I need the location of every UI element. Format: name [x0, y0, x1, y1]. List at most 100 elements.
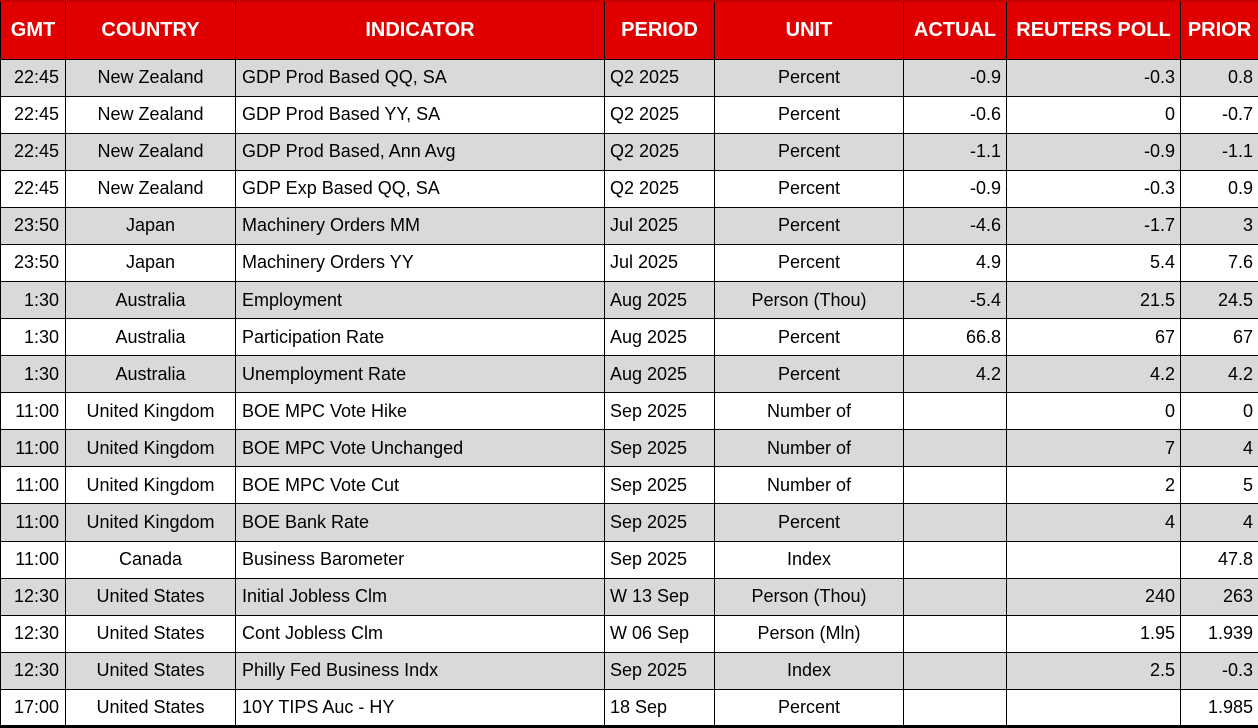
- cell-gmt: 12:30: [0, 577, 66, 616]
- cell-unit: Percent: [714, 503, 904, 542]
- cell-country: Australia: [65, 280, 236, 320]
- cell-poll: 0: [1006, 95, 1181, 134]
- cell-prior: 67: [1180, 318, 1258, 357]
- cell-unit: Number of: [714, 429, 904, 468]
- column-header-indicator: INDICATOR: [235, 0, 605, 60]
- cell-indicator: Cont Jobless Clm: [235, 614, 605, 653]
- cell-country: United States: [65, 651, 236, 690]
- cell-prior: 1.985: [1180, 688, 1258, 728]
- cell-period: Sep 2025: [604, 540, 715, 579]
- cell-gmt: 1:30: [0, 280, 66, 320]
- cell-prior: 47.8: [1180, 540, 1258, 579]
- cell-period: Jul 2025: [604, 243, 715, 282]
- cell-indicator: Unemployment Rate: [235, 355, 605, 394]
- cell-unit: Percent: [714, 688, 904, 728]
- cell-gmt: 23:50: [0, 243, 66, 282]
- table-row: 22:45 New Zealand GDP Prod Based YY, SA Q2 …: [0, 95, 1258, 134]
- cell-unit: Percent: [714, 206, 904, 245]
- cell-unit: Percent: [714, 95, 904, 134]
- cell-gmt: 12:30: [0, 651, 66, 690]
- cell-country: United Kingdom: [65, 503, 236, 542]
- cell-country: Japan: [65, 243, 236, 282]
- cell-indicator: GDP Exp Based QQ, SA: [235, 169, 605, 208]
- cell-period: W 13 Sep: [604, 577, 715, 616]
- cell-poll: [1006, 540, 1181, 579]
- cell-gmt: 22:45: [0, 95, 66, 134]
- cell-poll: 4.2: [1006, 355, 1181, 394]
- table-row: 1:30 Australia Participation Rate Aug 2025 P…: [0, 318, 1258, 357]
- cell-indicator: Philly Fed Business Indx: [235, 651, 605, 690]
- cell-prior: 0: [1180, 392, 1258, 431]
- table-row: 1:30 Australia Employment Aug 2025 Person (T…: [0, 280, 1258, 320]
- cell-prior: 4.2: [1180, 355, 1258, 394]
- cell-period: Sep 2025: [604, 651, 715, 690]
- cell-unit: Index: [714, 540, 904, 579]
- cell-period: Aug 2025: [604, 280, 715, 320]
- cell-period: Aug 2025: [604, 318, 715, 357]
- table-row: 17:00 United States 10Y TIPS Auc - HY 18 Se…: [0, 688, 1258, 728]
- cell-actual: [903, 466, 1007, 505]
- cell-poll: 5.4: [1006, 243, 1181, 282]
- table-row: 12:30 United States Philly Fed Business In…: [0, 651, 1258, 690]
- cell-unit: Percent: [714, 243, 904, 282]
- cell-gmt: 22:45: [0, 58, 66, 97]
- cell-prior: 1.939: [1180, 614, 1258, 653]
- cell-country: New Zealand: [65, 132, 236, 171]
- column-header-unit: UNIT: [714, 0, 904, 60]
- cell-period: Sep 2025: [604, 503, 715, 542]
- cell-country: United States: [65, 688, 236, 728]
- cell-period: Sep 2025: [604, 429, 715, 468]
- cell-actual: -1.1: [903, 132, 1007, 171]
- cell-indicator: Employment: [235, 280, 605, 320]
- cell-country: United States: [65, 614, 236, 653]
- cell-period: W 06 Sep: [604, 614, 715, 653]
- cell-poll: 1.95: [1006, 614, 1181, 653]
- cell-gmt: 12:30: [0, 614, 66, 653]
- cell-country: United Kingdom: [65, 466, 236, 505]
- cell-actual: -4.6: [903, 206, 1007, 245]
- header-row: GMT COUNTRY INDICATOR PERIOD UNIT ACTUAL REUTE…: [0, 0, 1258, 60]
- cell-indicator: Participation Rate: [235, 318, 605, 357]
- cell-actual: [903, 651, 1007, 690]
- cell-country: Canada: [65, 540, 236, 579]
- cell-poll: [1006, 688, 1181, 728]
- cell-gmt: 17:00: [0, 688, 66, 728]
- column-header-prior: PRIOR: [1180, 0, 1258, 60]
- cell-indicator: BOE Bank Rate: [235, 503, 605, 542]
- column-header-period: PERIOD: [604, 0, 715, 60]
- cell-unit: Person (Thou): [714, 577, 904, 616]
- cell-prior: 4: [1180, 429, 1258, 468]
- cell-indicator: BOE MPC Vote Hike: [235, 392, 605, 431]
- cell-unit: Person (Thou): [714, 280, 904, 320]
- cell-actual: -0.6: [903, 95, 1007, 134]
- cell-actual: -5.4: [903, 280, 1007, 320]
- cell-indicator: Machinery Orders MM: [235, 206, 605, 245]
- cell-unit: Person (Mln): [714, 614, 904, 653]
- cell-prior: 7.6: [1180, 243, 1258, 282]
- cell-unit: Number of: [714, 466, 904, 505]
- cell-poll: 240: [1006, 577, 1181, 616]
- cell-indicator: Initial Jobless Clm: [235, 577, 605, 616]
- table-row: 22:45 New Zealand GDP Prod Based QQ, SA Q2 …: [0, 58, 1258, 97]
- table-body: 22:45 New Zealand GDP Prod Based QQ, SA Q2 …: [0, 58, 1258, 728]
- cell-gmt: 11:00: [0, 392, 66, 431]
- cell-unit: Percent: [714, 169, 904, 208]
- column-header-country: COUNTRY: [65, 0, 236, 60]
- cell-unit: Percent: [714, 58, 904, 97]
- cell-actual: [903, 392, 1007, 431]
- cell-poll: 67: [1006, 318, 1181, 357]
- cell-prior: 0.9: [1180, 169, 1258, 208]
- cell-indicator: 10Y TIPS Auc - HY: [235, 688, 605, 728]
- cell-country: United Kingdom: [65, 392, 236, 431]
- cell-prior: 0.8: [1180, 58, 1258, 97]
- table-row: 23:50 Japan Machinery Orders YY Jul 2025 Per…: [0, 243, 1258, 282]
- cell-prior: 4: [1180, 503, 1258, 542]
- cell-country: Australia: [65, 355, 236, 394]
- table-row: 11:00 United Kingdom BOE MPC Vote Cut Sep 2…: [0, 466, 1258, 505]
- cell-gmt: 11:00: [0, 503, 66, 542]
- table-row: 11:00 Canada Business Barometer Sep 2025 Ind…: [0, 540, 1258, 579]
- cell-indicator: BOE MPC Vote Cut: [235, 466, 605, 505]
- column-header-poll: REUTERS POLL: [1006, 0, 1181, 60]
- cell-prior: -1.1: [1180, 132, 1258, 171]
